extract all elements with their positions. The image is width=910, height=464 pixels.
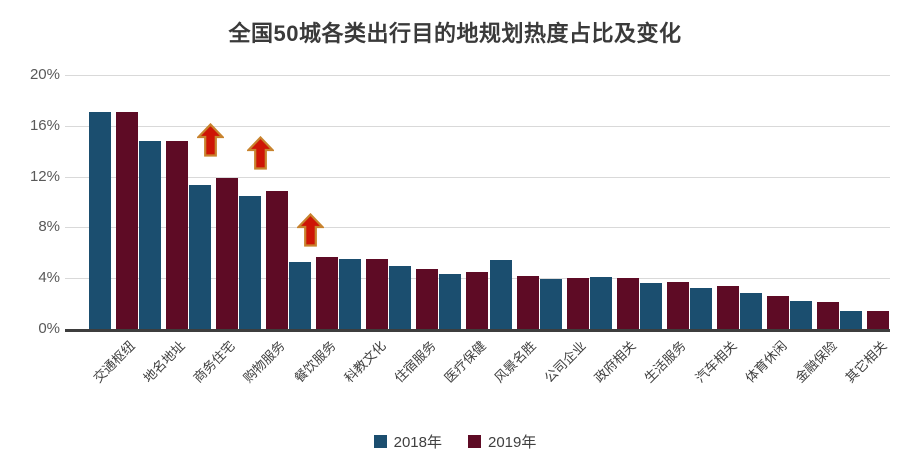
bar-2018年-交通枢纽 <box>88 111 111 329</box>
bar-2018年-体育休闲 <box>740 293 763 329</box>
bar-2018年-餐饮服务 <box>289 261 312 329</box>
bar-2019年-餐饮服务 <box>316 256 339 329</box>
bar-2018年-其它相关 <box>840 311 863 329</box>
up-arrow-icon <box>245 135 276 175</box>
bar-2018年-汽车相关 <box>690 288 713 329</box>
bar-2018年-公司企业 <box>539 279 562 329</box>
bar-2019年-金融保险 <box>817 302 840 329</box>
gridline-16 <box>65 125 890 127</box>
bar-2018年-购物服务 <box>238 195 261 329</box>
y-axis-tick-label: 8% <box>38 218 60 236</box>
y-axis-tick-label: 4% <box>38 269 60 287</box>
bar-2019年-体育休闲 <box>767 295 790 329</box>
bar-2018年-商务住宅 <box>188 185 211 329</box>
bar-2019年-商务住宅 <box>215 177 238 329</box>
y-axis-tick-label: 12% <box>29 167 60 185</box>
up-arrow-icon <box>245 135 276 170</box>
bar-2019年-公司企业 <box>566 278 589 329</box>
bar-2019年-地名地址 <box>165 141 188 329</box>
bar-2019年-科教文化 <box>366 259 389 329</box>
up-arrow-icon <box>295 212 326 252</box>
gridline-8 <box>65 227 890 229</box>
legend-label: 2019年 <box>488 434 537 451</box>
legend-swatch-icon <box>468 435 481 448</box>
gridline-20 <box>65 75 890 76</box>
up-arrow-icon <box>195 122 225 157</box>
bar-2019年-汽车相关 <box>717 285 740 329</box>
up-arrow-icon <box>295 212 326 247</box>
legend-label: 2018年 <box>393 434 442 451</box>
bar-2019年-其它相关 <box>867 311 890 329</box>
bar-2019年-住宿服务 <box>416 269 439 329</box>
up-arrow-icon <box>195 122 225 162</box>
bar-2019年-医疗保健 <box>466 271 489 329</box>
bar-2018年-生活服务 <box>639 283 662 329</box>
bar-2018年-医疗保健 <box>439 274 462 329</box>
y-axis-tick-label: 0% <box>38 320 60 338</box>
x-axis-category-text: 其它相关 <box>842 338 890 386</box>
gridline-12 <box>65 176 890 178</box>
bar-2019年-生活服务 <box>666 282 689 329</box>
bar-2018年-金融保险 <box>790 301 813 329</box>
bar-2018年-地名地址 <box>138 141 161 329</box>
bar-2018年-科教文化 <box>339 259 362 329</box>
y-axis-tick-label: 20% <box>29 66 60 84</box>
bar-2018年-风景名胜 <box>489 260 512 329</box>
bar-2019年-交通枢纽 <box>115 111 138 329</box>
legend-item-2018年: 2018年 <box>373 431 442 452</box>
bar-2019年-购物服务 <box>265 190 288 329</box>
legend: 2018年 2019年 <box>0 431 910 452</box>
chart-title: 全国50城各类出行目的地规划热度占比及变化 <box>228 21 682 46</box>
bar-2018年-政府相关 <box>589 276 612 329</box>
bar-2018年-住宿服务 <box>389 265 412 329</box>
legend-item-2019年: 2019年 <box>468 431 536 452</box>
x-axis-category-label: 其它相关 <box>779 336 889 385</box>
bar-2019年-政府相关 <box>616 278 639 329</box>
y-axis-tick-label: 16% <box>29 116 60 134</box>
legend-swatch-icon <box>373 435 387 448</box>
bar-2019年-风景名胜 <box>516 275 539 329</box>
x-axis-line <box>65 329 890 332</box>
